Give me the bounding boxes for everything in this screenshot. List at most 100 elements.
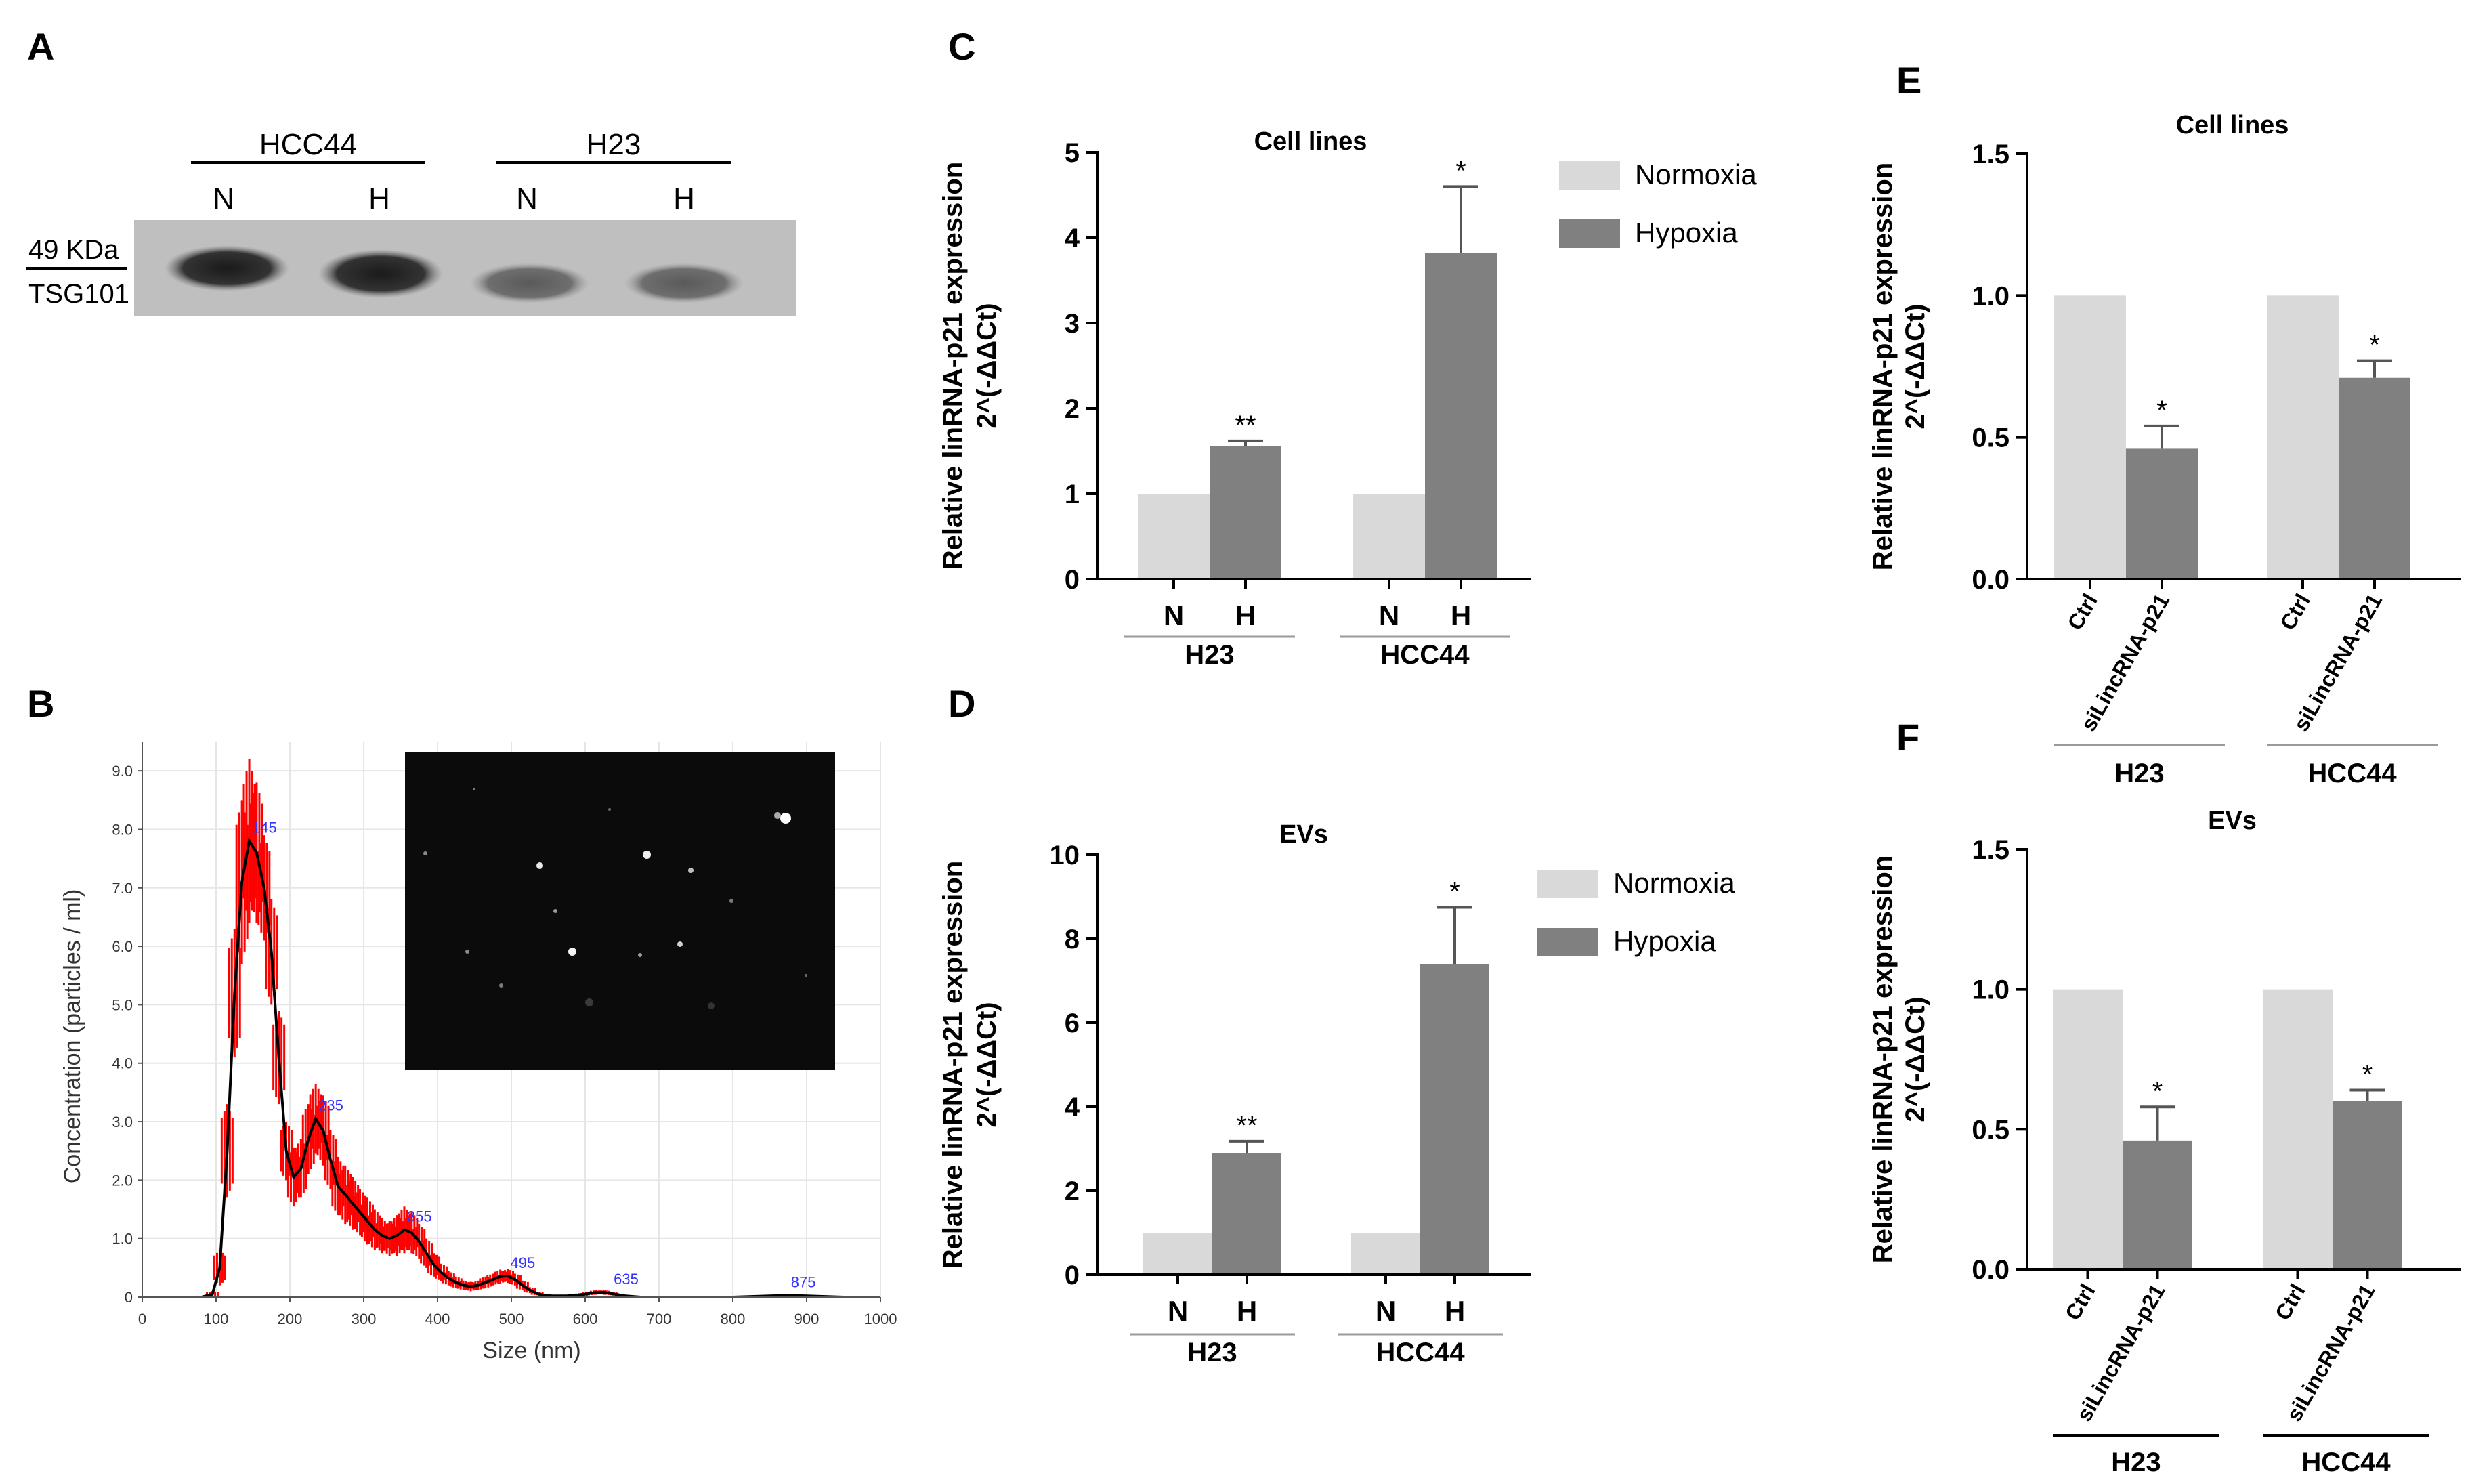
panel-d-bar (1212, 1153, 1281, 1275)
panel-d-significance: * (1449, 877, 1460, 907)
nta-x-tick-label: 200 (278, 1311, 303, 1328)
nta-x-tick-label: 100 (204, 1311, 229, 1328)
panel-e-bar (2339, 377, 2410, 579)
nta-x-tick-label: 0 (138, 1311, 146, 1328)
panel-label-c: C (948, 25, 975, 68)
nta-x-tick-label: 1000 (864, 1311, 897, 1328)
panel-d-legend-swatch (1537, 870, 1598, 898)
panel-label-a: A (27, 25, 54, 68)
panel-f-bar (2263, 989, 2333, 1269)
panel-a-blot: HCC44 H23 N H N H 49 KDa TSG101 (26, 128, 796, 316)
panel-d-legend-swatch (1537, 928, 1598, 956)
nta-y-axis-label: Concentration (particles / ml) (60, 889, 85, 1184)
panel-c-legend-swatch (1559, 161, 1620, 190)
panel-e-y-tick-label: 0.0 (1972, 565, 2009, 595)
blot-band (165, 245, 289, 291)
panel-f-x-tick-label: Ctrl (2270, 1280, 2310, 1325)
blot-lane-label: H (673, 182, 695, 215)
blot-group-label: H23 (587, 128, 641, 161)
panel-f-group-label: H23 (2111, 1447, 2161, 1477)
blot-band (470, 263, 589, 303)
panel-f-group-label: HCC44 (2301, 1447, 2391, 1477)
panel-c-group-label: HCC44 (1380, 640, 1470, 670)
nta-y-tick-label: 8.0 (112, 821, 133, 838)
panel-e-significance: * (2369, 331, 2380, 360)
nta-peak-label: 875 (791, 1273, 816, 1290)
panel-d-x-tick-label: N (1168, 1295, 1188, 1327)
nta-x-tick-label: 600 (573, 1311, 598, 1328)
nta-peak-label: 355 (407, 1208, 432, 1225)
panel-d-bar (1351, 1233, 1420, 1275)
panel-d-x-tick-label: H (1237, 1295, 1257, 1327)
nta-peak-label: 235 (318, 1097, 343, 1114)
panel-d-bar (1143, 1233, 1212, 1275)
nta-y-tick-label: 2.0 (112, 1172, 133, 1189)
nta-x-axis-label: Size (nm) (482, 1338, 580, 1363)
nta-y-tick-label: 7.0 (112, 880, 133, 897)
panel-c-group-label: H23 (1185, 640, 1234, 670)
panel-c-x-tick-label: H (1235, 599, 1256, 631)
panel-e-group-label: HCC44 (2307, 759, 2397, 788)
nta-y-tick-label: 6.0 (112, 938, 133, 955)
panel-e-bar (2054, 295, 2126, 579)
panel-d-legend-label: Normoxia (1613, 867, 1735, 899)
panel-f-significance: * (2152, 1076, 2163, 1106)
panel-b-nta-chart: 145 235 355 495 635 875 0 1.0 2.0 3.0 4.0 5.0 6.0 7.… (60, 742, 897, 1363)
panel-c-bar (1425, 253, 1497, 579)
panel-e-x-tick-label: Ctrl (2275, 590, 2315, 635)
panel-d-significance: ** (1236, 1111, 1257, 1141)
panel-label-f: F (1896, 716, 1919, 759)
blot-lane-label: H (368, 182, 390, 215)
panel-f-bar (2123, 1140, 2192, 1269)
nta-inset-micrograph (405, 752, 835, 1070)
panel-e-y-tick-label: 1.0 (1972, 281, 2009, 311)
panel-d-y-tick-label: 6 (1065, 1009, 1080, 1038)
blot-band (318, 249, 443, 298)
panel-label-d: D (948, 682, 975, 725)
panel-f-bar (2053, 989, 2123, 1269)
panel-f-y-tick-label: 0.5 (1972, 1115, 2009, 1145)
panel-e-x-tick-label: Ctrl (2062, 590, 2102, 635)
panel-d-y-tick-label: 10 (1050, 841, 1080, 870)
panel-d-y-tick-label: 8 (1065, 925, 1080, 954)
panel-f-bar (2333, 1101, 2402, 1269)
panel-c-title: Cell lines (1254, 127, 1367, 156)
panel-d-group-label: H23 (1187, 1338, 1237, 1368)
panel-c-y-axis-label: 2^(-ΔΔCt) (972, 303, 1002, 428)
nta-x-tick-label: 300 (352, 1311, 377, 1328)
panel-f-y-tick-label: 1.0 (1972, 975, 2009, 1005)
panel-d-x-tick-label: H (1445, 1295, 1465, 1327)
panel-e-bar-chart: 0.0 0.5 1.0 1.5 Cell lines Relative linRNA-p2… (1868, 111, 2461, 788)
panel-label-b: B (27, 682, 54, 725)
nta-x-tick-label: 800 (721, 1311, 746, 1328)
nta-axes: 0 1.0 2.0 3.0 4.0 5.0 6.0 7.0 8.0 9.0 0 100 200 300 40… (112, 742, 897, 1328)
panel-d-bar-chart: 0 2 4 6 8 10 EVs Relative linRNA-p21 expression… (938, 820, 1735, 1368)
panel-d-y-tick-label: 2 (1065, 1176, 1080, 1206)
panel-d-legend-label: Hypoxia (1613, 925, 1716, 957)
panel-c-y-tick-label: 2 (1065, 394, 1080, 424)
nta-peak-label: 635 (614, 1271, 639, 1288)
panel-e-title: Cell lines (2176, 111, 2289, 140)
panel-c-x-tick-label: N (1164, 599, 1184, 631)
nta-size-distribution-line (142, 837, 880, 1298)
panel-c-bar (1210, 446, 1281, 579)
panel-d-bar (1420, 964, 1489, 1275)
panel-d-y-axis-label: 2^(-ΔΔCt) (972, 1002, 1002, 1127)
panel-c-bar (1138, 494, 1210, 579)
nta-y-tick-label: 3.0 (112, 1114, 133, 1130)
nta-peak-label: 145 (252, 820, 277, 836)
panel-e-y-axis-label: Relative linRNA-p21 expression (1868, 163, 1898, 570)
nta-y-tick-label: 1.0 (112, 1231, 133, 1248)
panel-f-x-tick-label: Ctrl (2060, 1280, 2100, 1325)
panel-d-y-tick-label: 0 (1065, 1260, 1080, 1290)
panel-c-legend-label: Hypoxia (1635, 217, 1738, 249)
panel-c-significance: ** (1235, 410, 1256, 440)
panel-e-bar (2267, 295, 2339, 579)
panel-c-bar (1353, 494, 1425, 579)
panel-e-y-tick-label: 0.5 (1972, 423, 2009, 453)
panel-d-group-label: HCC44 (1376, 1338, 1465, 1368)
panel-f-y-tick-label: 0.0 (1972, 1255, 2009, 1285)
panel-e-y-tick-label: 1.5 (1972, 140, 2009, 169)
nta-x-tick-label: 500 (499, 1311, 524, 1328)
